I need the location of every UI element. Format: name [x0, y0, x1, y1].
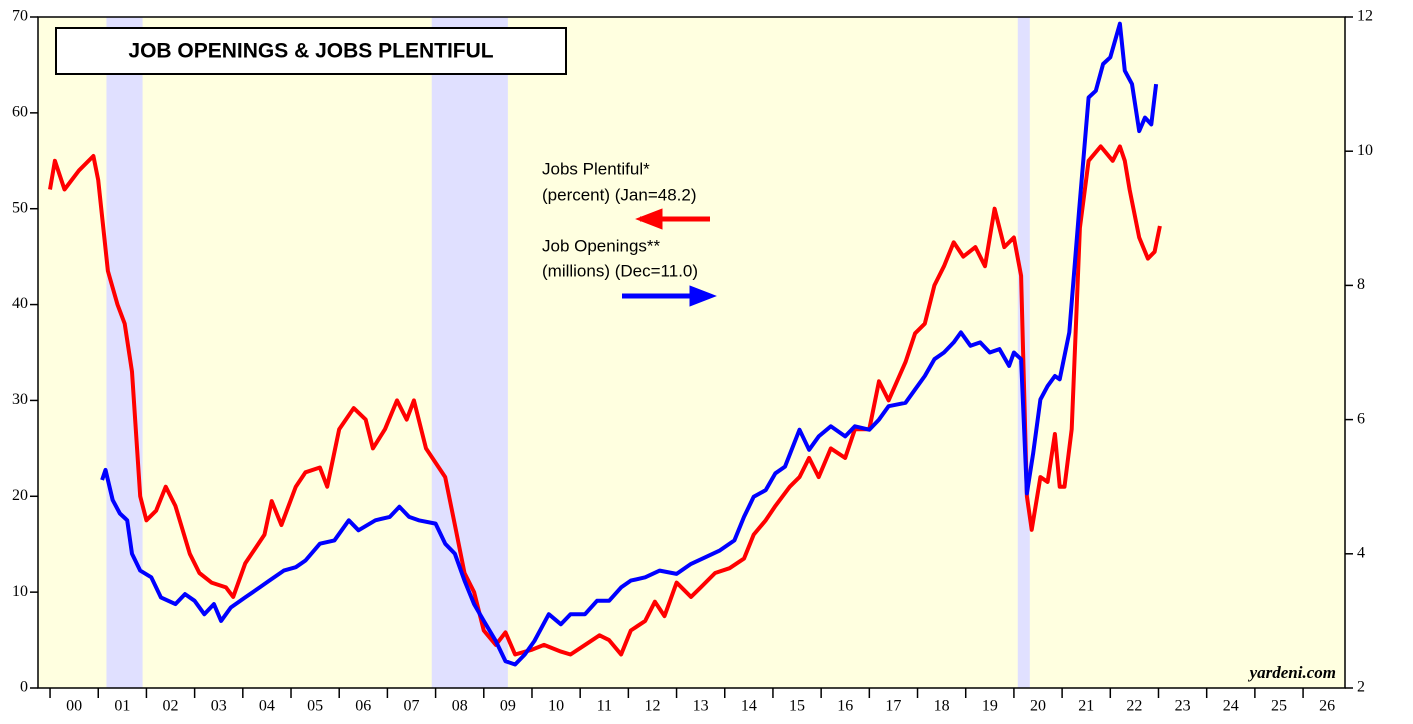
annotation: (percent) (Jan=48.2) — [542, 185, 697, 204]
x-tick-label: 09 — [500, 698, 516, 715]
y-tick-label: 50 — [12, 199, 28, 216]
x-tick-label: 06 — [355, 698, 371, 715]
arrow-right — [622, 285, 717, 307]
y2-tick-label: 8 — [1357, 276, 1365, 293]
x-tick-label: 17 — [885, 698, 901, 715]
y2-tick-label: 2 — [1357, 679, 1365, 696]
y2-tick-label: 12 — [1357, 8, 1373, 25]
x-tick-label: 21 — [1078, 698, 1094, 715]
y2-tick-label: 10 — [1357, 142, 1373, 159]
plot-background — [38, 17, 1345, 688]
y-tick-label: 30 — [12, 391, 28, 408]
x-tick-label: 07 — [403, 698, 419, 715]
x-tick-label: 14 — [741, 698, 757, 715]
x-tick-label: 22 — [1126, 698, 1142, 715]
y-tick-label: 70 — [12, 8, 28, 25]
recession-shade — [431, 17, 508, 688]
x-tick-label: 01 — [114, 698, 130, 715]
x-tick-label: 03 — [211, 698, 227, 715]
x-tick-label: 26 — [1319, 698, 1335, 715]
x-tick-label: 00 — [66, 698, 82, 715]
x-tick-label: 18 — [934, 698, 950, 715]
x-tick-label: 13 — [693, 698, 709, 715]
x-tick-label: 08 — [452, 698, 468, 715]
source: yardeni.com — [1248, 663, 1336, 682]
y-tick-label: 0 — [20, 679, 28, 696]
x-tick-label: 05 — [307, 698, 323, 715]
y-tick-label: 40 — [12, 295, 28, 312]
y2-tick-label: 4 — [1357, 544, 1365, 561]
annotation: Job Openings** — [542, 236, 661, 255]
x-tick-label: 25 — [1271, 698, 1287, 715]
title-box — [55, 27, 567, 75]
plot-frame — [37, 16, 1346, 689]
series-line — [100, 21, 1159, 667]
x-tick-label: 12 — [644, 698, 660, 715]
y-tick-label: 20 — [12, 487, 28, 504]
x-tick-label: 20 — [1030, 698, 1046, 715]
x-tick-label: 11 — [597, 698, 612, 715]
y2-tick-label: 6 — [1357, 410, 1365, 427]
x-tick-label: 16 — [837, 698, 853, 715]
y-tick-label: 10 — [12, 583, 28, 600]
y-tick-label: 60 — [12, 104, 28, 121]
recession-shade — [106, 17, 143, 688]
annotation: (millions) (Dec=11.0) — [542, 261, 698, 280]
x-tick-label: 15 — [789, 698, 805, 715]
x-tick-label: 19 — [982, 698, 998, 715]
x-tick-label: 02 — [163, 698, 179, 715]
x-tick-label: 24 — [1223, 698, 1239, 715]
arrow-left — [635, 208, 710, 230]
x-tick-label: 10 — [548, 698, 564, 715]
x-tick-label: 23 — [1175, 698, 1191, 715]
x-tick-label: 04 — [259, 698, 275, 715]
annotation: Jobs Plentiful* — [542, 159, 650, 178]
chart-title: JOB OPENINGS & JOBS PLENTIFUL — [128, 40, 493, 63]
